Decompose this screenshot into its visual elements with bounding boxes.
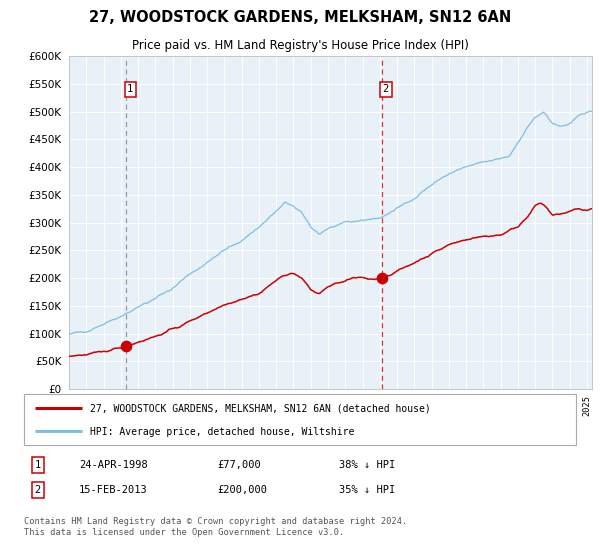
Text: 24-APR-1998: 24-APR-1998 — [79, 460, 148, 470]
Text: £77,000: £77,000 — [217, 460, 261, 470]
Point — [377, 274, 386, 283]
Text: Price paid vs. HM Land Registry's House Price Index (HPI): Price paid vs. HM Land Registry's House … — [131, 39, 469, 52]
Text: 1: 1 — [127, 85, 133, 94]
Point — [121, 342, 131, 351]
Text: 27, WOODSTOCK GARDENS, MELKSHAM, SN12 6AN (detached house): 27, WOODSTOCK GARDENS, MELKSHAM, SN12 6A… — [90, 403, 431, 413]
Text: Contains HM Land Registry data © Crown copyright and database right 2024.
This d: Contains HM Land Registry data © Crown c… — [24, 517, 407, 537]
Text: £200,000: £200,000 — [217, 485, 267, 495]
FancyBboxPatch shape — [24, 394, 576, 445]
Text: 2: 2 — [383, 85, 389, 94]
Text: 1: 1 — [35, 460, 41, 470]
Text: 35% ↓ HPI: 35% ↓ HPI — [338, 485, 395, 495]
Text: 15-FEB-2013: 15-FEB-2013 — [79, 485, 148, 495]
Text: 38% ↓ HPI: 38% ↓ HPI — [338, 460, 395, 470]
Text: HPI: Average price, detached house, Wiltshire: HPI: Average price, detached house, Wilt… — [90, 427, 355, 437]
Text: 2: 2 — [35, 485, 41, 495]
Text: 27, WOODSTOCK GARDENS, MELKSHAM, SN12 6AN: 27, WOODSTOCK GARDENS, MELKSHAM, SN12 6A… — [89, 11, 511, 25]
